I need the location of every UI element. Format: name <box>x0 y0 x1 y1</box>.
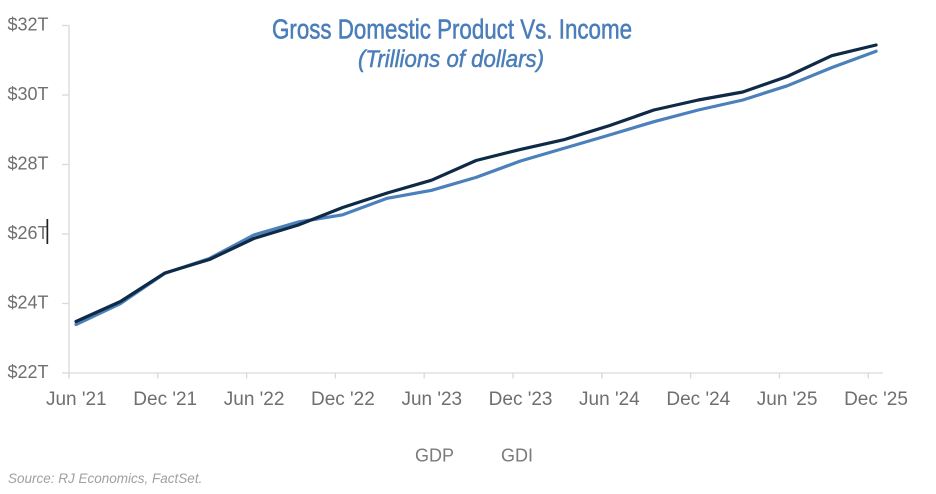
svg-text:Dec '23: Dec '23 <box>489 389 553 410</box>
svg-text:Dec '25: Dec '25 <box>844 389 908 410</box>
svg-text:Gross Domestic Product Vs. Inc: Gross Domestic Product Vs. Income <box>272 14 632 45</box>
svg-text:Jun '24: Jun '24 <box>579 389 640 410</box>
svg-text:Jun '22: Jun '22 <box>224 389 285 410</box>
svg-text:$26T: $26T <box>7 223 48 243</box>
svg-text:Dec '21: Dec '21 <box>133 389 197 410</box>
svg-text:Jun '23: Jun '23 <box>401 389 462 410</box>
svg-text:$32T: $32T <box>7 15 48 35</box>
svg-text:Dec '24: Dec '24 <box>666 389 730 410</box>
svg-text:$22T: $22T <box>7 362 48 382</box>
svg-text:Jun '25: Jun '25 <box>757 389 818 410</box>
svg-text:GDP: GDP <box>415 446 454 466</box>
svg-text:$30T: $30T <box>7 84 48 104</box>
svg-text:Source: RJ Economics, FactSet.: Source: RJ Economics, FactSet. <box>8 471 202 486</box>
svg-text:Jun '21: Jun '21 <box>46 389 107 410</box>
svg-text:Dec '22: Dec '22 <box>311 389 375 410</box>
svg-text:$28T: $28T <box>7 154 48 174</box>
svg-text:GDI: GDI <box>501 446 533 466</box>
svg-text:$24T: $24T <box>7 293 48 313</box>
svg-text:(Trillions of dollars): (Trillions of dollars) <box>358 46 544 73</box>
